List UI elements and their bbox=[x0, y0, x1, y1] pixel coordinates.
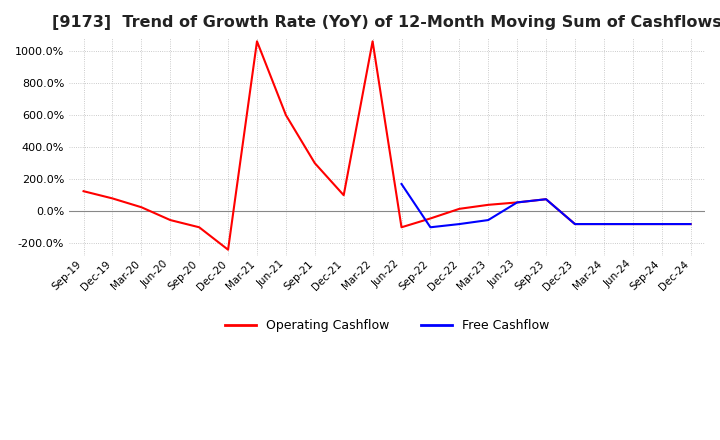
Title: [9173]  Trend of Growth Rate (YoY) of 12-Month Moving Sum of Cashflows: [9173] Trend of Growth Rate (YoY) of 12-… bbox=[52, 15, 720, 30]
Legend: Operating Cashflow, Free Cashflow: Operating Cashflow, Free Cashflow bbox=[220, 314, 554, 337]
